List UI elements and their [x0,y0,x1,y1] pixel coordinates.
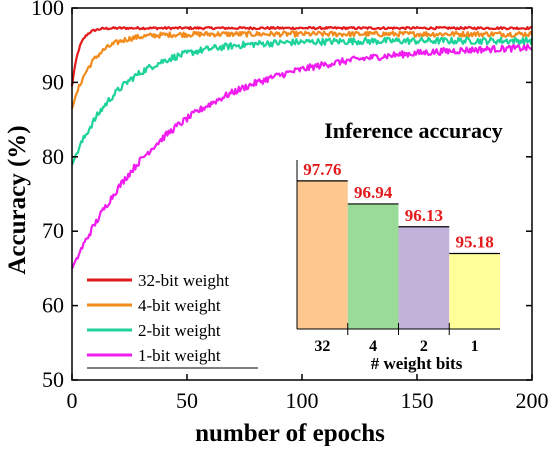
inset-bar-3 [449,253,500,329]
inset-bar-chart: Inference accuracy 97.76 32 96.94 4 96.13 2 95.… [296,118,503,373]
inset-x-axis-title: # weight bits [371,354,463,373]
inset-value-label: 97.76 [303,160,341,179]
inset-bar-2 [398,226,450,329]
y-tick-label: 90 [42,69,64,94]
series-line-2 [70,36,534,166]
inset-category-label: 1 [471,338,479,355]
x-tick-label: 150 [401,388,434,413]
inset-title: Inference accuracy [324,118,503,143]
y-tick-label: 80 [42,144,64,169]
inset-category-label: 2 [420,338,428,355]
y-tick-label: 50 [42,367,64,392]
y-tick-label: 70 [42,218,64,243]
inset-category-label: 4 [369,338,377,355]
legend-label: 1-bit weight [138,346,221,365]
y-axis-title: Accuracy (%) [4,125,31,274]
inset-bar-0 [297,180,348,329]
series-line-3 [70,43,533,270]
y-tick-label: 60 [42,293,64,318]
x-tick-label: 0 [67,388,78,413]
x-tick-label: 100 [286,388,319,413]
inset-value-label: 96.94 [354,183,393,202]
x-tick-label: 200 [516,388,549,413]
y-tick-label: 100 [31,0,64,20]
legend-label: 2-bit weight [138,321,221,340]
legend-label: 32-bit weight [138,271,229,290]
inset-value-label: 96.13 [405,206,443,225]
curves-group [70,25,534,270]
x-axis-title: number of epochs [195,420,385,446]
legend-label: 4-bit weight [138,296,221,315]
series-line-1 [70,30,534,110]
inset-category-label: 32 [314,338,330,355]
inset-value-label: 95.18 [456,233,494,252]
legend: 32-bit weight 4-bit weight 2-bit weight 1-b… [87,271,258,369]
x-tick-label: 50 [176,388,198,413]
inset-bar-1 [347,203,399,329]
series-line-0 [70,25,533,87]
